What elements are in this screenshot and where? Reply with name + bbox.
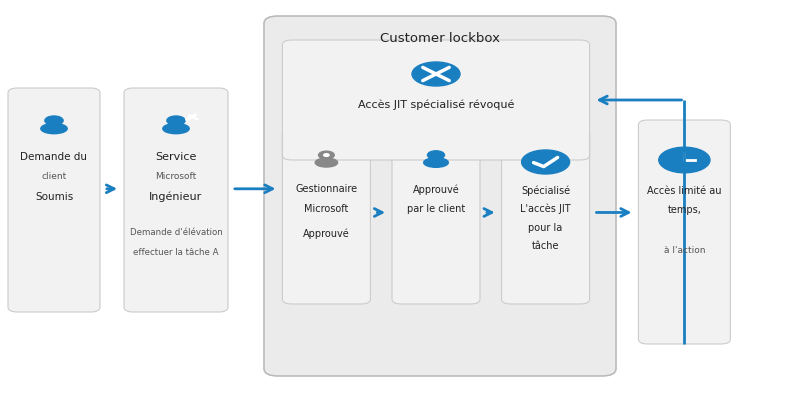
Text: Accès limité au: Accès limité au: [647, 186, 722, 196]
FancyBboxPatch shape: [264, 16, 616, 376]
FancyBboxPatch shape: [8, 88, 100, 312]
Circle shape: [318, 151, 334, 159]
Text: client: client: [42, 172, 66, 181]
Circle shape: [167, 116, 185, 125]
Text: temps,: temps,: [667, 205, 702, 215]
Text: Service: Service: [155, 152, 197, 162]
Text: par le client: par le client: [407, 204, 465, 214]
Circle shape: [45, 116, 63, 125]
Text: Demande du: Demande du: [21, 152, 87, 162]
Text: pour la: pour la: [529, 223, 562, 233]
Text: Accès JIT spécialisé révoqué: Accès JIT spécialisé révoqué: [358, 100, 514, 110]
Text: Microsoft: Microsoft: [155, 172, 197, 181]
Text: Customer lockbox: Customer lockbox: [380, 32, 500, 45]
FancyBboxPatch shape: [282, 128, 370, 304]
FancyBboxPatch shape: [392, 128, 480, 304]
Text: Spécialisé: Spécialisé: [521, 185, 570, 196]
Text: Approuvé: Approuvé: [413, 184, 459, 194]
Text: Soumis: Soumis: [35, 192, 73, 202]
FancyBboxPatch shape: [282, 40, 590, 160]
Ellipse shape: [424, 158, 448, 167]
Circle shape: [324, 154, 329, 156]
Circle shape: [522, 150, 570, 174]
Circle shape: [659, 147, 710, 173]
Text: L'accès JIT: L'accès JIT: [520, 204, 571, 214]
Text: Gestionnaire: Gestionnaire: [295, 184, 358, 194]
Circle shape: [412, 62, 460, 86]
Circle shape: [427, 151, 445, 159]
Text: Demande d'élévation: Demande d'élévation: [130, 228, 222, 237]
Text: tâche: tâche: [532, 241, 559, 251]
Text: effectuer la tâche A: effectuer la tâche A: [134, 248, 218, 257]
Ellipse shape: [41, 124, 67, 134]
Ellipse shape: [315, 158, 338, 167]
Text: Microsoft: Microsoft: [304, 204, 349, 214]
FancyBboxPatch shape: [124, 88, 228, 312]
Ellipse shape: [163, 124, 190, 134]
Text: à l'action: à l'action: [664, 246, 705, 255]
Text: Approuvé: Approuvé: [303, 228, 350, 238]
Text: Ingénieur: Ingénieur: [150, 191, 202, 202]
FancyBboxPatch shape: [638, 120, 730, 344]
FancyBboxPatch shape: [502, 128, 590, 304]
